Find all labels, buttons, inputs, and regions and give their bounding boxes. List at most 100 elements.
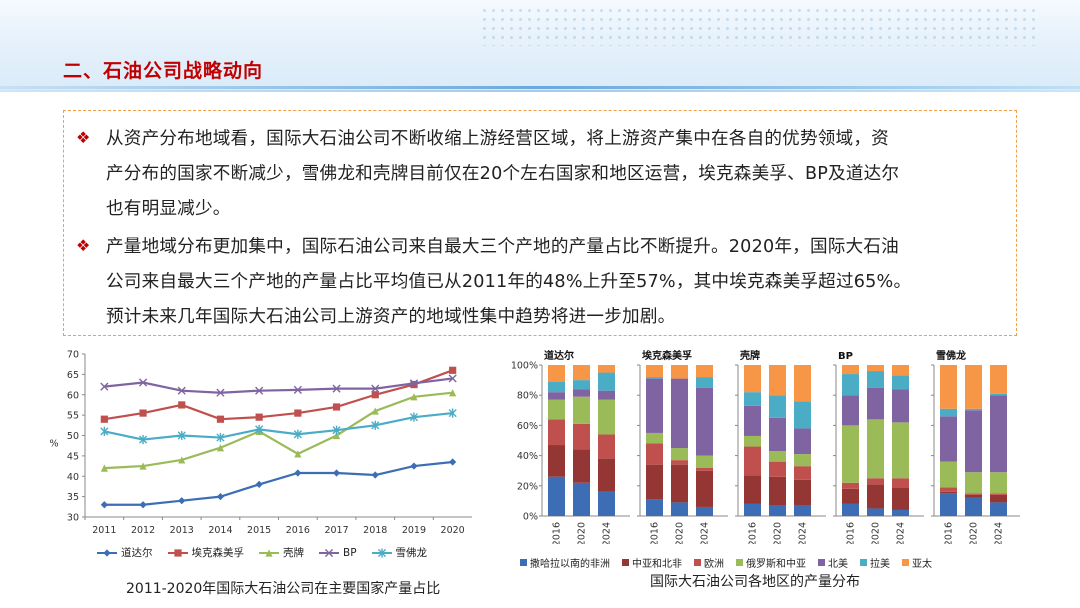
data-point [371, 391, 379, 399]
x-tick-label: 2016 [552, 522, 563, 544]
data-point [103, 548, 111, 557]
data-point [332, 403, 341, 411]
bar-segment [794, 466, 811, 480]
data-point [371, 407, 379, 415]
legend-swatch [902, 559, 909, 566]
bar-segment [573, 396, 590, 424]
bar-segment [573, 380, 590, 390]
bar-segment [940, 365, 957, 409]
y-tick-label: 55 [67, 411, 79, 422]
x-tick-label: 2016 [650, 522, 661, 544]
legend-swatch [97, 548, 117, 557]
bar-segment [769, 395, 786, 418]
x-tick-label: 2014 [208, 525, 232, 536]
paragraph-line: 产量地域分布更加集中，国际石油公司来自最大三个产地的产量占比不断提升。2020年… [106, 237, 899, 257]
bar-segment [646, 432, 663, 444]
company-label: BP [838, 351, 853, 362]
legend-item: 北美 [818, 555, 848, 570]
legend-swatch [371, 547, 392, 558]
x-tick-label: 2020 [675, 522, 686, 544]
bar-segment [646, 365, 663, 378]
legend-swatch [167, 548, 188, 557]
data-point [177, 386, 186, 395]
x-tick-label: 2016 [748, 522, 759, 544]
y-tick-label: 40% [517, 451, 538, 462]
bar-segment [940, 493, 957, 516]
legend-swatch [860, 559, 867, 566]
bar-segment [842, 425, 859, 483]
bar-segment [744, 365, 761, 393]
bar-segment [769, 505, 786, 516]
data-point [332, 384, 341, 393]
bar-segment [646, 378, 663, 433]
series-line [104, 460, 453, 506]
data-point [216, 444, 225, 452]
bar-segment [867, 478, 884, 485]
bar-segment [671, 448, 688, 461]
data-point [449, 458, 457, 466]
bar-segment [842, 482, 859, 489]
x-tick-label: 2019 [402, 525, 426, 536]
bar-segment [646, 464, 663, 500]
bar-segment [990, 502, 1007, 516]
data-point [139, 409, 147, 417]
data-point [178, 456, 186, 464]
bar-segment [867, 508, 884, 516]
legend-swatch [818, 559, 825, 566]
bar-segment [892, 487, 909, 510]
data-point [100, 426, 109, 437]
data-point [139, 462, 147, 470]
x-tick-label: 2020 [969, 522, 980, 544]
bar-segment [940, 491, 957, 494]
data-point [138, 378, 148, 387]
data-point [371, 471, 379, 479]
banner-pattern [480, 6, 1040, 46]
bar-segment [744, 392, 761, 406]
x-tick-label: 2016 [286, 525, 310, 536]
legend-label: 撒哈拉以南的非洲 [530, 559, 610, 570]
y-tick-label: 65 [67, 370, 79, 381]
bar-chart-caption: 国际大石油公司各地区的产量分布 [650, 574, 860, 590]
series-line [104, 369, 454, 421]
company-label: 埃克森美孚 [642, 349, 692, 362]
bar-segment [892, 389, 909, 423]
paragraph-line: 公司来自最大三个产地的产量占比平均值已从2011年的48%上升至57%，其中埃克… [106, 272, 912, 292]
data-point [255, 480, 263, 488]
paragraph-line: 预计未来几年国际大石油公司上游资产的地域性集中趋势将进一步加剧。 [106, 307, 676, 327]
bar-segment [867, 419, 884, 479]
bullet-diamond-icon: ❖ [76, 128, 91, 147]
data-point [332, 425, 341, 435]
bar-segment [769, 461, 786, 477]
y-axis-label: % [49, 439, 58, 450]
data-point [138, 434, 148, 445]
title-banner [0, 0, 1080, 92]
bar-segment [646, 377, 663, 379]
legend-label: 北美 [828, 559, 848, 570]
bar-segment [696, 387, 713, 456]
bar-segment [965, 493, 982, 495]
series-line [104, 391, 453, 470]
data-point [293, 429, 302, 439]
data-point [294, 450, 302, 458]
x-tick-label: 2013 [170, 525, 194, 536]
x-tick-label: 2017 [324, 525, 348, 536]
bar-segment [573, 389, 590, 397]
legend-label: 埃克森美孚 [191, 547, 245, 559]
company-label: 道达尔 [544, 349, 574, 362]
legend-item: 拉美 [860, 555, 890, 570]
x-tick-label: 2016 [846, 522, 857, 544]
bar-segment [892, 509, 909, 516]
bar-segment [598, 434, 615, 459]
y-tick-label: 100% [511, 361, 538, 372]
legend-item: 雪佛龙 [371, 545, 427, 560]
bar-segment [598, 458, 615, 492]
bar-segment [867, 371, 884, 388]
bar-segment [842, 365, 859, 375]
bar-segment [965, 410, 982, 473]
data-point [265, 548, 273, 557]
data-point [409, 412, 419, 422]
bar-segment [892, 478, 909, 488]
y-tick-label: 0% [523, 512, 538, 523]
bar-segment [744, 503, 761, 516]
y-tick-label: 70 [67, 350, 79, 361]
